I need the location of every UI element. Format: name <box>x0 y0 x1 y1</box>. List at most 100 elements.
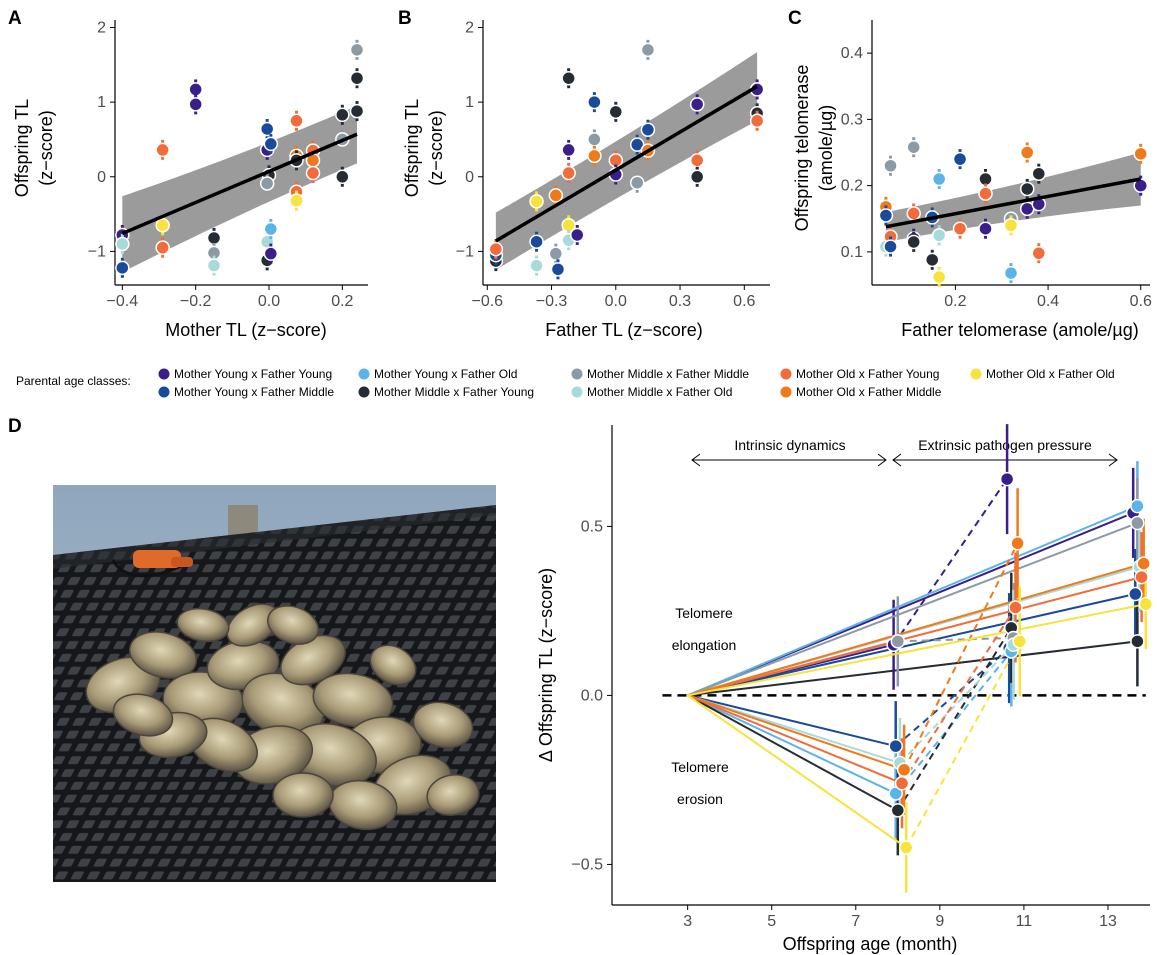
data-point <box>894 776 910 791</box>
data-point <box>1031 166 1047 181</box>
extrinsic-label: Extrinsic pathogen pressure <box>918 437 1092 453</box>
plot-d: 3 5 7 9 11 13 −0.5 0.0 0.5 <box>571 424 1154 930</box>
extrinsic-arrow-left-head <box>892 453 902 467</box>
series-segment <box>687 593 1136 697</box>
y-tick-label: 0.0 <box>581 687 603 704</box>
data-point <box>1019 145 1035 160</box>
intrinsic-arrow-left-head <box>691 453 701 467</box>
data-point <box>335 169 350 185</box>
data-point <box>749 113 765 129</box>
oyster-photo <box>53 485 496 882</box>
panel-c-ylabel-line1: Offspring telomerase <box>792 65 812 232</box>
oyster <box>112 693 174 737</box>
data-point <box>978 221 993 236</box>
intrinsic-arrow-right-head <box>877 453 887 467</box>
data-point <box>335 107 350 123</box>
data-point <box>978 186 993 201</box>
data-point <box>1128 586 1143 602</box>
legend: Parental age classes: Mother Young x Fat… <box>16 367 1115 399</box>
data-point <box>529 258 544 273</box>
data-point <box>689 97 705 112</box>
oyster <box>128 631 198 679</box>
confidence-band <box>122 105 357 273</box>
erosion-label-1: Telomere <box>671 759 729 775</box>
panel-a-xlabel: Mother TL (z−score) <box>165 320 327 340</box>
data-point <box>689 169 705 185</box>
y-tick-label: 0 <box>465 169 474 186</box>
series-segment <box>687 694 903 785</box>
data-point <box>188 97 203 112</box>
series-segment <box>687 603 1146 697</box>
x-tick-label: 7 <box>851 913 860 930</box>
y-tick-label: 2 <box>97 19 106 36</box>
data-point <box>1003 218 1019 233</box>
data-point <box>1031 245 1047 261</box>
series-segment <box>687 505 1138 697</box>
legend-swatch <box>780 386 792 398</box>
elongation-label-2: elongation <box>672 637 737 653</box>
regression-line <box>494 84 759 243</box>
data-point <box>888 738 903 754</box>
data-point <box>349 70 365 86</box>
data-point <box>561 165 576 181</box>
legend-swatch <box>780 368 792 380</box>
legend-label: Mother Old x Father Middle <box>796 385 942 399</box>
data-point <box>529 194 544 209</box>
data-point <box>587 148 602 164</box>
data-point <box>305 165 321 181</box>
data-point <box>1138 596 1154 612</box>
data-point <box>155 240 170 255</box>
x-tick-label: 0.2 <box>944 293 966 310</box>
data-point <box>931 171 947 187</box>
data-point <box>999 471 1015 487</box>
x-tick-label: 13 <box>1099 913 1117 930</box>
plot-a: −0.4 −0.2 0.0 0.2 −1 0 1 2 <box>88 19 368 310</box>
series-segment <box>687 694 899 812</box>
oyster <box>176 607 230 643</box>
oyster <box>426 774 480 816</box>
x-tick-label: −0.4 <box>107 293 139 310</box>
data-point <box>587 94 602 110</box>
data-point <box>115 236 130 252</box>
plot-c: 0.2 0.4 0.6 0.1 0.2 0.3 0.4 <box>841 20 1152 310</box>
data-point <box>883 239 898 254</box>
legend-label: Mother Middle x Father Young <box>374 385 534 399</box>
x-tick-label: 5 <box>767 913 776 930</box>
panel-letter-c: C <box>788 8 802 29</box>
panel-letter-a: A <box>8 8 22 29</box>
series-segment-dashed <box>896 627 1013 811</box>
series-segment-dashed <box>897 636 1014 643</box>
data-point <box>1012 634 1027 649</box>
data-point <box>888 786 903 801</box>
x-tick-label: 0.2 <box>331 293 353 310</box>
oyster <box>267 605 319 645</box>
data-point <box>1130 498 1145 514</box>
series-segment <box>687 694 896 748</box>
data-point <box>906 206 921 221</box>
legend-label: Mother Old x Father Old <box>986 367 1115 381</box>
y-tick-label: 2 <box>465 19 474 36</box>
y-tick-label: −1 <box>88 243 106 260</box>
data-point <box>289 113 304 129</box>
series-segment <box>687 694 907 849</box>
panel-b-ylabel-line1: Offspring TL <box>402 99 422 197</box>
data-point <box>640 42 656 58</box>
y-tick-label: 0 <box>97 169 106 186</box>
y-tick-label: 1 <box>465 94 474 111</box>
data-point <box>640 122 656 137</box>
y-tick-label: 0.1 <box>841 244 863 261</box>
data-point <box>1130 515 1145 531</box>
series-segment-dashed <box>894 650 1013 795</box>
data-point <box>978 171 993 187</box>
x-tick-label: 0.4 <box>1037 293 1059 310</box>
data-point <box>906 139 921 155</box>
legend-label: Mother Middle x Father Old <box>587 385 732 399</box>
data-point <box>289 193 304 208</box>
x-tick-label: −0.6 <box>471 293 503 310</box>
data-point <box>1133 146 1148 162</box>
data-point <box>890 634 906 649</box>
x-tick-label: 11 <box>1016 913 1033 930</box>
legend-title: Parental age classes: <box>16 374 131 388</box>
data-point <box>529 234 544 249</box>
legend-swatch <box>571 368 583 380</box>
